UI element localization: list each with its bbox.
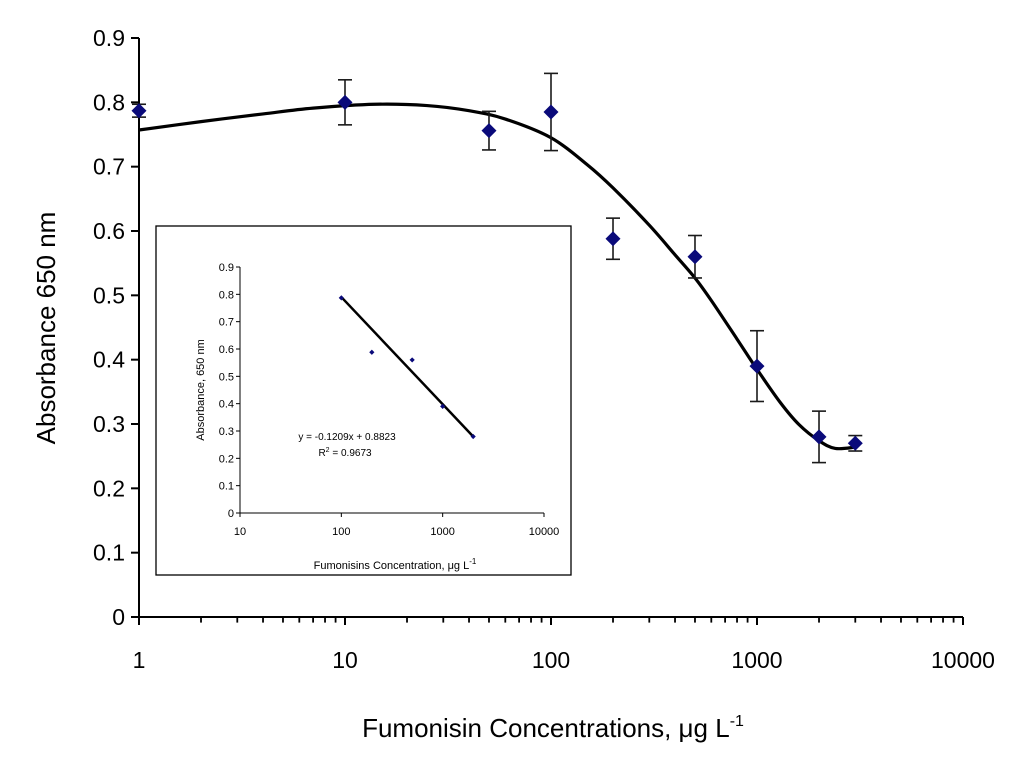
inset-data-point	[369, 349, 375, 355]
inset-data-point	[470, 433, 476, 440]
x-tick-label: 10000	[931, 647, 995, 673]
y-tick-label: 0.4	[219, 399, 234, 411]
main-y-tick-labels: 0 0.1 0.2 0.3 0.4 0.5 0.6 0.7 0.8 0.9	[93, 25, 125, 630]
main-plot: 1 10 100 1000 10000 00.10.20.30.40.50.60.70.…	[31, 25, 995, 743]
x-tick-label: 10	[332, 647, 358, 673]
x-tick-label: 10000	[529, 526, 560, 538]
regression-equation: y = -0.1209x + 0.8823	[298, 432, 396, 443]
y-tick-label: 0.7	[219, 317, 234, 329]
y-tick-label: 0	[112, 604, 125, 630]
trendline	[340, 296, 475, 438]
x-tick-label: 100	[332, 526, 350, 538]
inset-frame	[155, 225, 572, 576]
data-point	[543, 104, 559, 120]
data-point	[811, 429, 827, 445]
data-point	[481, 123, 497, 139]
data-point	[687, 249, 703, 265]
x-tick-label: 100	[532, 647, 570, 673]
y-tick-label: 0.9	[93, 25, 125, 51]
y-tick-label: 0.8	[93, 89, 125, 115]
data-point	[749, 358, 765, 374]
main-x-tick-labels: 1 10 100 1000 10000	[133, 647, 995, 673]
x-tick-label: 1000	[731, 647, 782, 673]
inset-y-axis-label: Absorbance, 650 nm	[195, 339, 207, 441]
y-tick-label: 0.1	[219, 481, 234, 493]
data-point	[131, 103, 147, 119]
y-tick-label: 0.3	[219, 426, 234, 438]
inset-x-tick-labels: 10 100 1000 10000	[234, 526, 559, 538]
data-point	[605, 231, 621, 247]
y-tick-label: 0.6	[93, 218, 125, 244]
y-tick-label: 0.5	[93, 282, 125, 308]
y-tick-label: 0.4	[93, 347, 125, 373]
data-point	[337, 94, 353, 110]
data-points	[131, 94, 863, 451]
x-tick-label: 1	[133, 647, 146, 673]
inset-data-point	[440, 403, 446, 409]
y-tick-label: 0.8	[219, 289, 234, 301]
y-tick-label: 0.2	[219, 453, 234, 465]
inset-axes	[236, 266, 545, 517]
y-tick-label: 0.1	[93, 540, 125, 566]
x-tick-label: 1000	[430, 526, 454, 538]
inset-plot: 10 100 1000 10000 0 0.1 0.2 0.3 0.4 0.5 0.6 0.7 0.8…	[155, 225, 572, 576]
y-tick-label: 0	[228, 508, 234, 520]
x-tick-label: 10	[234, 526, 246, 538]
inset-data-point	[338, 295, 344, 301]
inset-y-tick-labels: 0 0.1 0.2 0.3 0.4 0.5 0.6 0.7 0.8 0.9	[219, 262, 234, 520]
y-axis-label: Absorbance 650 nm	[31, 212, 61, 445]
inset-data-points	[338, 295, 476, 440]
inset-x-axis-label: Fumonisins Concentration, μg L-1	[314, 557, 477, 572]
y-tick-label: 0.3	[93, 411, 125, 437]
y-tick-label: 0.6	[219, 344, 234, 356]
y-tick-label: 0.2	[93, 475, 125, 501]
r-squared: R2 = 0.9673	[318, 447, 372, 459]
data-point	[847, 435, 863, 451]
x-axis-label: Fumonisin Concentrations, μg L-1	[362, 713, 744, 743]
y-tick-label: 0.9	[219, 262, 234, 274]
main-axes	[131, 37, 964, 625]
inset-data-point	[409, 357, 415, 363]
y-tick-label: 0.7	[93, 154, 125, 180]
y-tick-label: 0.5	[219, 371, 234, 383]
